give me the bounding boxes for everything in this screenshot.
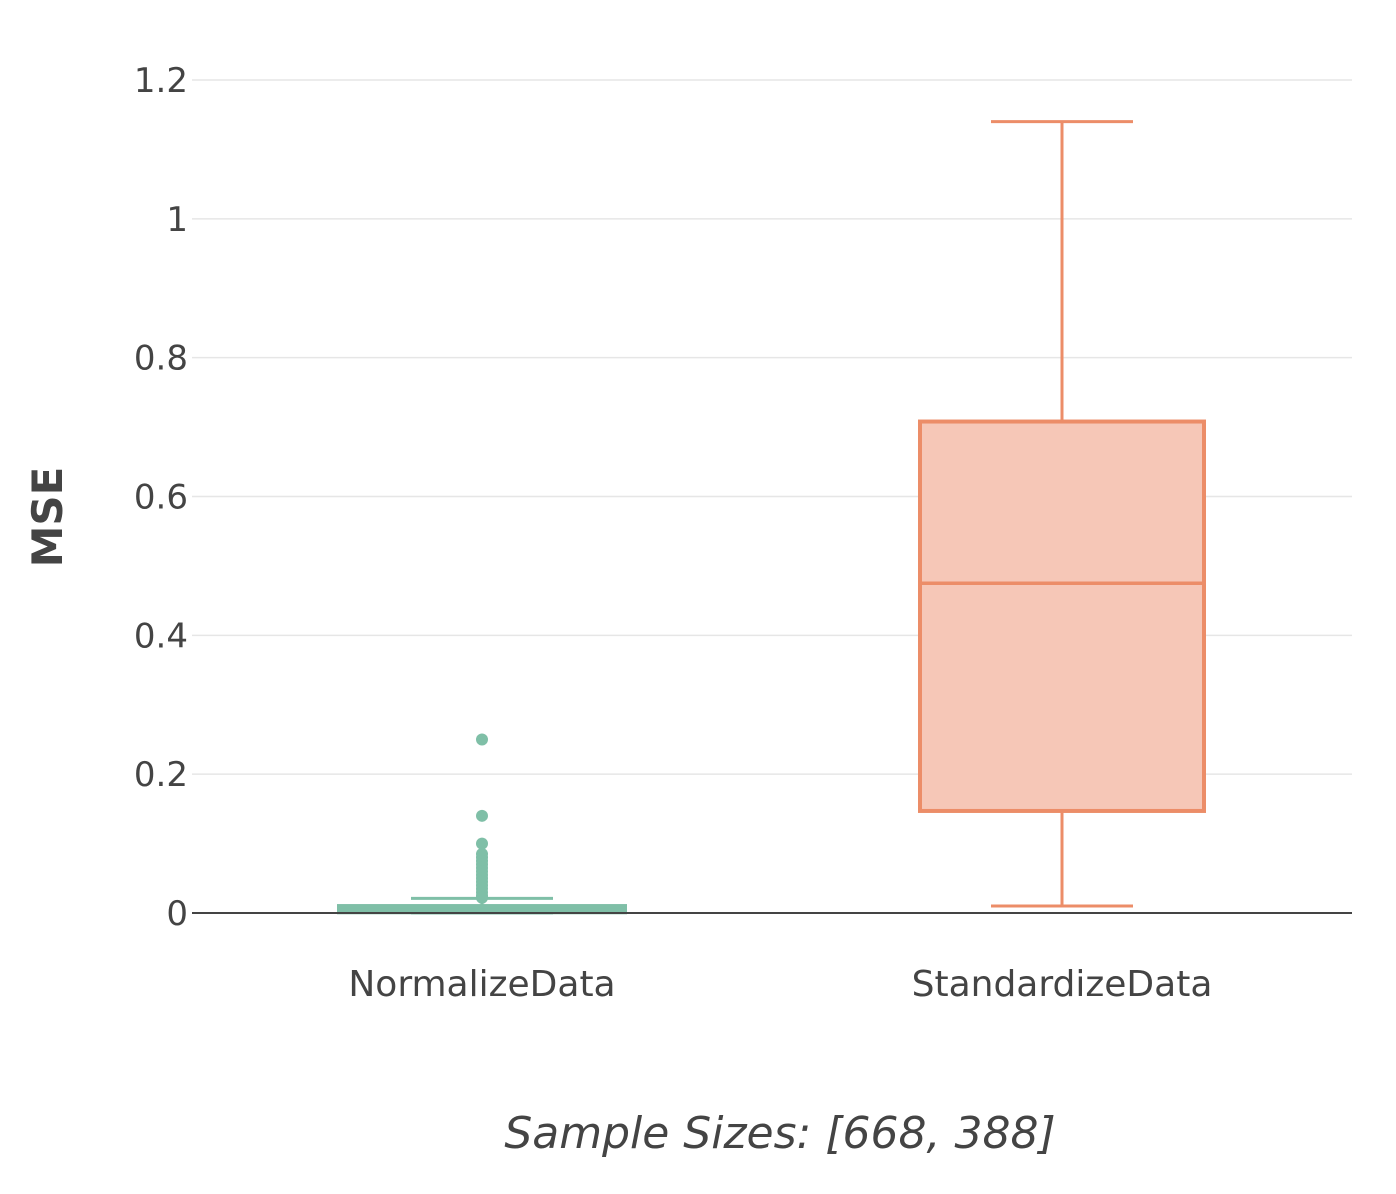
outlier-point xyxy=(476,837,488,850)
box-normalizedata xyxy=(337,733,627,915)
y-tick-label: 0.6 xyxy=(134,478,188,518)
box-body xyxy=(918,419,1206,813)
x-category-label: NormalizeData xyxy=(348,964,615,1005)
y-axis-title: MSE xyxy=(23,467,72,568)
x-category-label: StandardizeData xyxy=(912,964,1213,1005)
y-tick-label: 1 xyxy=(166,200,188,240)
boxes xyxy=(337,120,1206,915)
outlier-point xyxy=(476,891,488,904)
x-axis-categories: NormalizeData StandardizeData xyxy=(348,964,1212,1005)
y-axis-ticks: 0 0.2 0.4 0.6 0.8 1 1.2 xyxy=(134,61,188,934)
x-axis-title: Sample Sizes: [668, 388] xyxy=(504,1108,1055,1159)
box-standardizedata xyxy=(918,120,1206,908)
y-tick-label: 0.8 xyxy=(134,339,188,379)
y-tick-label: 0.2 xyxy=(134,755,188,795)
y-tick-label: 0.4 xyxy=(134,616,188,656)
outlier-point xyxy=(476,733,488,746)
y-tick-label: 0 xyxy=(166,894,188,934)
y-tick-label: 1.2 xyxy=(134,61,188,101)
outlier-point xyxy=(476,809,488,822)
